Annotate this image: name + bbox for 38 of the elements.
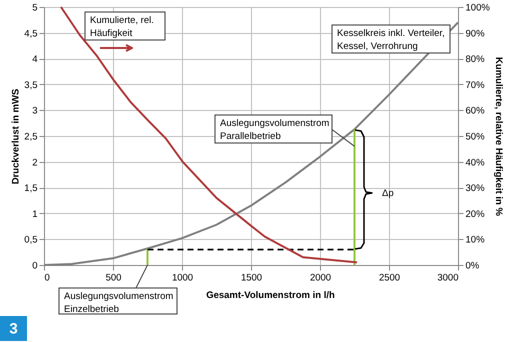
annotation: Δp (382, 188, 394, 199)
x-tick-label: 1000 (172, 272, 194, 284)
y-tick-label: 3,5 (24, 80, 38, 91)
annotation: Kumulierte, rel. Häufigkeit (90, 15, 154, 39)
y2-tick-label: 10% (466, 234, 486, 246)
y2-axis-title: Kumulierte, relative Häufigkeit in % (492, 57, 504, 216)
y-axis-title: Druckverlust in mWS (10, 88, 22, 184)
text: 3 (9, 320, 18, 338)
x-tick-label: 0 (44, 272, 50, 284)
y-tick-label: 0 (32, 260, 38, 272)
y2-tick-label: 100% (466, 2, 490, 14)
y2-tick-label: 50% (466, 132, 486, 142)
y2-tick-label: 70% (466, 80, 486, 91)
y-tick-label: 2,5 (24, 132, 38, 142)
y2-tick-label: 0% (466, 260, 480, 272)
y-tick-label: 4 (32, 54, 38, 66)
x-tick-label: 500 (106, 272, 122, 284)
x-tick-label: 1500 (240, 272, 262, 284)
y-tick-label: 0,5 (24, 234, 38, 246)
y-tick-label: 5 (32, 2, 38, 14)
x-tick-label: 2000 (310, 272, 332, 284)
y2-tick-label: 90% (466, 28, 486, 40)
y2-tick-label: 60% (466, 106, 486, 117)
x-tick-label: 2500 (378, 272, 400, 284)
x-axis-title: Gesamt-Volumenstrom in l/h (206, 290, 336, 301)
y2-tick-label: 40% (466, 157, 486, 168)
annotation: Kesselkreis inkl. Verteiler, Kessel, Verrohrung (337, 28, 445, 52)
y-tick-label: 2 (32, 157, 38, 168)
annotation: Auslegungsvolumenstrom Einzelbetrieb (64, 291, 174, 315)
y-tick-label: 1,5 (24, 183, 38, 194)
x-tick-label: 3000 (437, 272, 458, 284)
y-tick-label: 4,5 (24, 28, 38, 40)
y2-tick-label: 20% (466, 208, 486, 220)
y-tick-label: 3 (32, 106, 38, 117)
y2-tick-label: 80% (466, 54, 486, 66)
y-tick-label: 1 (32, 208, 38, 220)
annotation: Auslegungsvolumenstrom Parallelbetrieb (220, 118, 330, 142)
y2-tick-label: 30% (466, 183, 486, 194)
